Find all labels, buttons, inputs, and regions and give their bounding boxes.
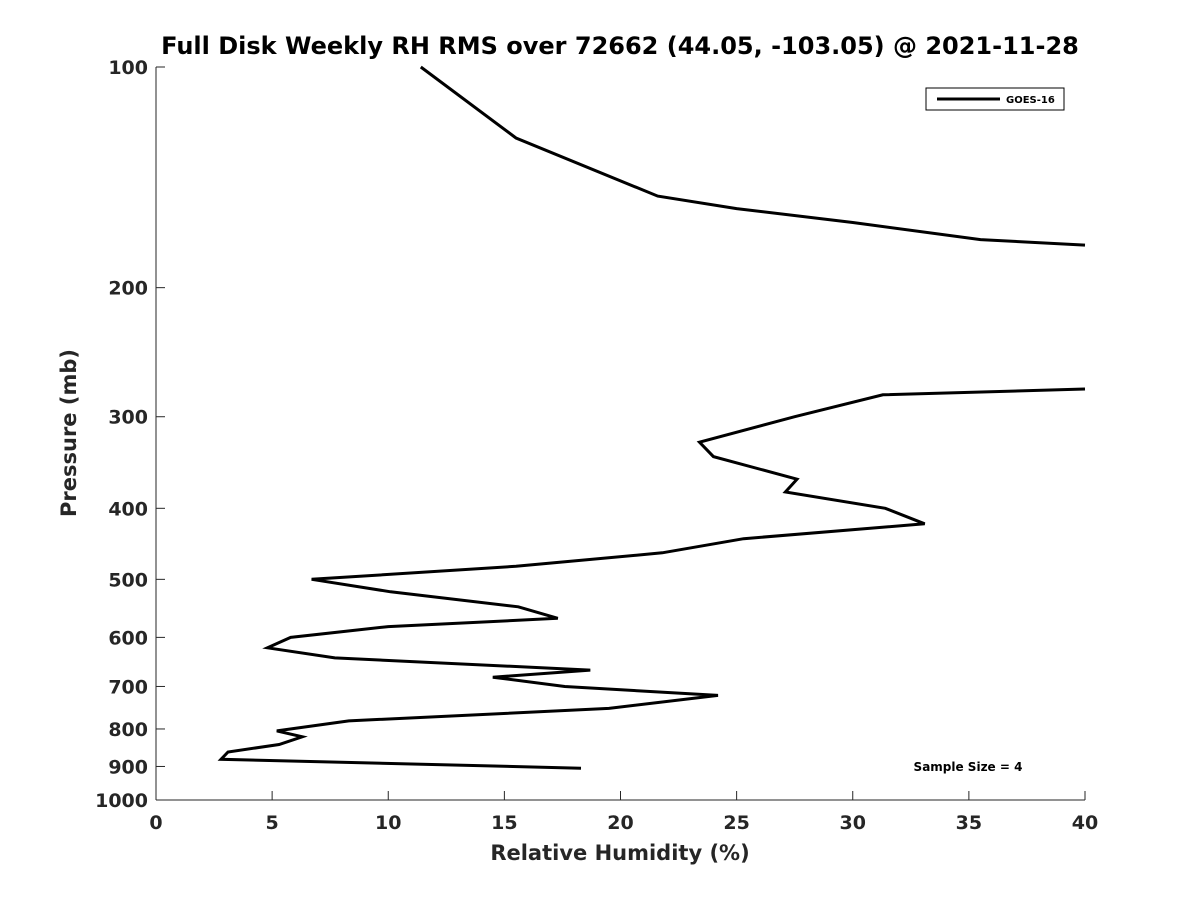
y-tick-label: 400 (108, 498, 148, 520)
x-tick-label: 25 (723, 812, 749, 834)
y-tick-label: 100 (108, 57, 148, 79)
y-tick-label: 800 (108, 719, 148, 741)
plot-lines (217, 65, 1086, 770)
y-tick-label: 900 (108, 756, 148, 778)
y-tick-label: 700 (108, 676, 148, 698)
legend-label-goes-16: GOES-16 (1006, 95, 1055, 106)
x-tick-label: 20 (607, 812, 633, 834)
x-tick-label: 35 (956, 812, 982, 834)
x-axis-ticks: 0 5 10 15 20 25 30 35 40 (149, 791, 1098, 834)
x-axis-label: Relative Humidity (%) (490, 841, 749, 865)
y-tick-label: 600 (108, 627, 148, 649)
series-line-goes-16-segment-2 (217, 387, 1086, 770)
x-tick-label: 30 (840, 812, 866, 834)
chart-title: Full Disk Weekly RH RMS over 72662 (44.0… (161, 32, 1079, 60)
y-axis-label: Pressure (mb) (57, 349, 81, 517)
x-tick-label: 10 (375, 812, 401, 834)
x-tick-label: 15 (491, 812, 517, 834)
x-tick-label: 5 (266, 812, 279, 834)
y-tick-label: 200 (108, 278, 148, 300)
x-tick-label: 40 (1072, 812, 1098, 834)
x-tick-label: 0 (149, 812, 162, 834)
y-axis-ticks: 100 200 300 400 500 600 700 800 900 1000 (95, 57, 165, 812)
y-tick-label: 1000 (95, 790, 148, 812)
y-tick-label: 500 (108, 569, 148, 591)
sample-size-annotation: Sample Size = 4 (914, 760, 1023, 774)
y-tick-label: 300 (108, 407, 148, 429)
legend: GOES-16 (925, 87, 1065, 111)
series-line-goes-16-segment-1 (419, 65, 1086, 247)
